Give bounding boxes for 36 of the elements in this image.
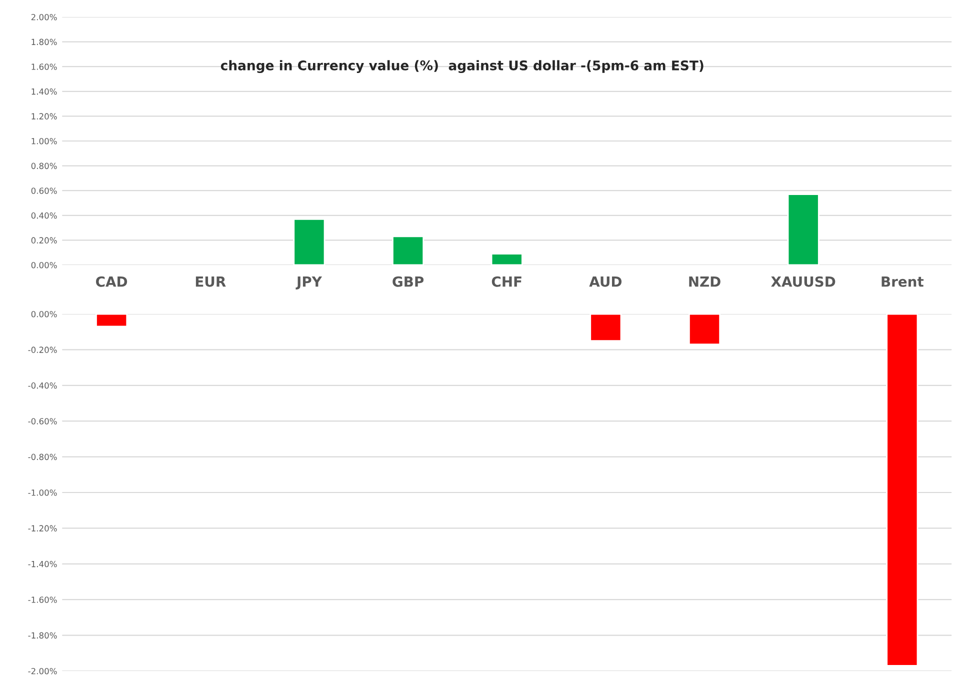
y-tick-label: 1.40% [32, 88, 57, 95]
y-tick-label: -2.00% [28, 668, 57, 674]
y-tick-label: -0.40% [28, 382, 57, 389]
y-tick-label: 2.00% [31, 14, 57, 20]
y-tick-label: 0.20% [31, 237, 57, 244]
x-tick-label: CHF [492, 276, 522, 287]
y-tick-label: 1.80% [32, 38, 57, 46]
y-tick-label: 1.00% [32, 138, 57, 144]
y-tick-label: -1.80% [28, 632, 57, 639]
x-tick-label: Brent [882, 276, 924, 287]
x-tick-label: GBP [392, 276, 424, 287]
y-tick-label: 0.00% [31, 310, 57, 318]
x-tick-label: NZD [689, 276, 720, 287]
bar [293, 218, 326, 265]
text: change in Currency value (%) against US dollar -(5pm-6 am EST) [220, 60, 704, 74]
y-tick-label: -1.00% [28, 489, 57, 496]
y-tick-label: 0.60% [31, 188, 57, 194]
y-tick-label: 0.80% [31, 162, 57, 170]
y-tick-label: -0.20% [28, 346, 57, 353]
x-tick-label: CAD [96, 276, 128, 287]
bar [490, 253, 523, 265]
x-tick-label: XAUUSD [771, 276, 836, 287]
y-tick-label: -1.60% [28, 596, 57, 603]
y-tick-label: 0.00% [31, 262, 57, 268]
y-tick-label: 0.40% [31, 212, 57, 219]
bar [787, 194, 820, 265]
x-tick-label: JPY [296, 276, 322, 290]
y-tick-label: -1.20% [28, 525, 57, 532]
y-tick-label: 1.60% [32, 64, 57, 70]
y-tick-label: -0.80% [28, 454, 57, 460]
x-tick-label: EUR [196, 276, 226, 287]
bar [392, 236, 424, 265]
y-tick-label: -1.40% [28, 560, 57, 568]
y-tick-label: 1.20% [32, 113, 57, 120]
x-tick-label: AUD [589, 276, 622, 287]
y-tick-label: -0.60% [28, 418, 57, 424]
